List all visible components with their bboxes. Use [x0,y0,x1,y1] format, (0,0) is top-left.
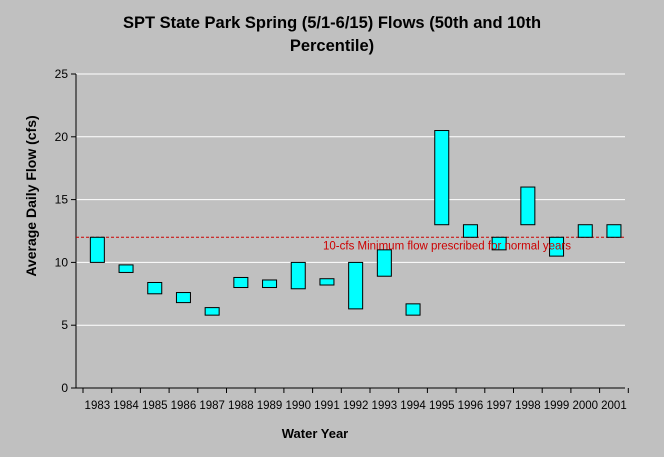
bar-1983 [89,236,105,263]
x-tick-label: 1995 [429,400,455,412]
x-tick-label: 1997 [486,400,512,412]
bar-1990 [290,261,306,290]
bar-1998 [520,186,536,226]
chart-title-line-1: SPT State Park Spring (5/1-6/15) Flows (… [122,14,542,32]
x-tick-label: 1996 [458,400,484,412]
x-tick-label: 1991 [314,400,340,412]
x-tick-label: 1998 [515,400,541,412]
chart-title-line-2: Percentile) [289,37,375,55]
bar-2001 [606,224,622,238]
x-tick-label: 1983 [85,400,111,412]
bar-1999 [549,236,565,257]
x-tick-label: 1992 [343,400,369,412]
y-tick-label: 25 [55,67,69,81]
plot-area [76,74,625,388]
x-tick-label: 1999 [544,400,570,412]
x-tick-label: 1988 [228,400,254,412]
chart-title: SPT State Park Spring (5/1-6/15) Flows (… [60,12,604,58]
x-tick-label: 1993 [372,400,398,412]
x-tick-label: 1989 [257,400,283,412]
x-axis-label: Water Year [281,426,349,441]
x-tick-label: 1985 [142,400,168,412]
x-tick-label: 2000 [572,400,598,412]
bar-1984 [118,264,134,273]
bar-1992 [348,261,364,310]
bar-1996 [462,224,478,238]
bar-1993 [376,249,392,277]
bar-1997 [491,236,507,251]
bar-1988 [233,276,249,289]
bar-2000 [577,224,593,238]
x-tick-label: 1990 [285,400,311,412]
bar-1991 [319,278,335,286]
y-axis-label: Average Daily Flow (cfs) [23,115,39,277]
bar-1994 [405,303,421,316]
y-tick-label: 20 [55,130,69,144]
y-tick-label: 0 [61,381,68,395]
x-tick-label: 1986 [171,400,197,412]
bar-1995 [434,130,450,226]
bar-1989 [262,279,278,289]
y-tick-label: 5 [61,318,68,332]
y-tick-label: 10 [55,255,69,269]
y-tick-label: 15 [55,193,69,207]
bar-1985 [147,281,163,295]
x-tick-label: 1994 [400,400,426,412]
bar-1987 [204,307,220,316]
x-tick-label: 1984 [113,400,139,412]
bar-1986 [175,292,191,304]
x-tick-label: 2001 [601,400,627,412]
reference-line-label: 10-cfs Minimum flow prescribed for norma… [323,240,571,252]
x-tick-label: 1987 [199,400,225,412]
